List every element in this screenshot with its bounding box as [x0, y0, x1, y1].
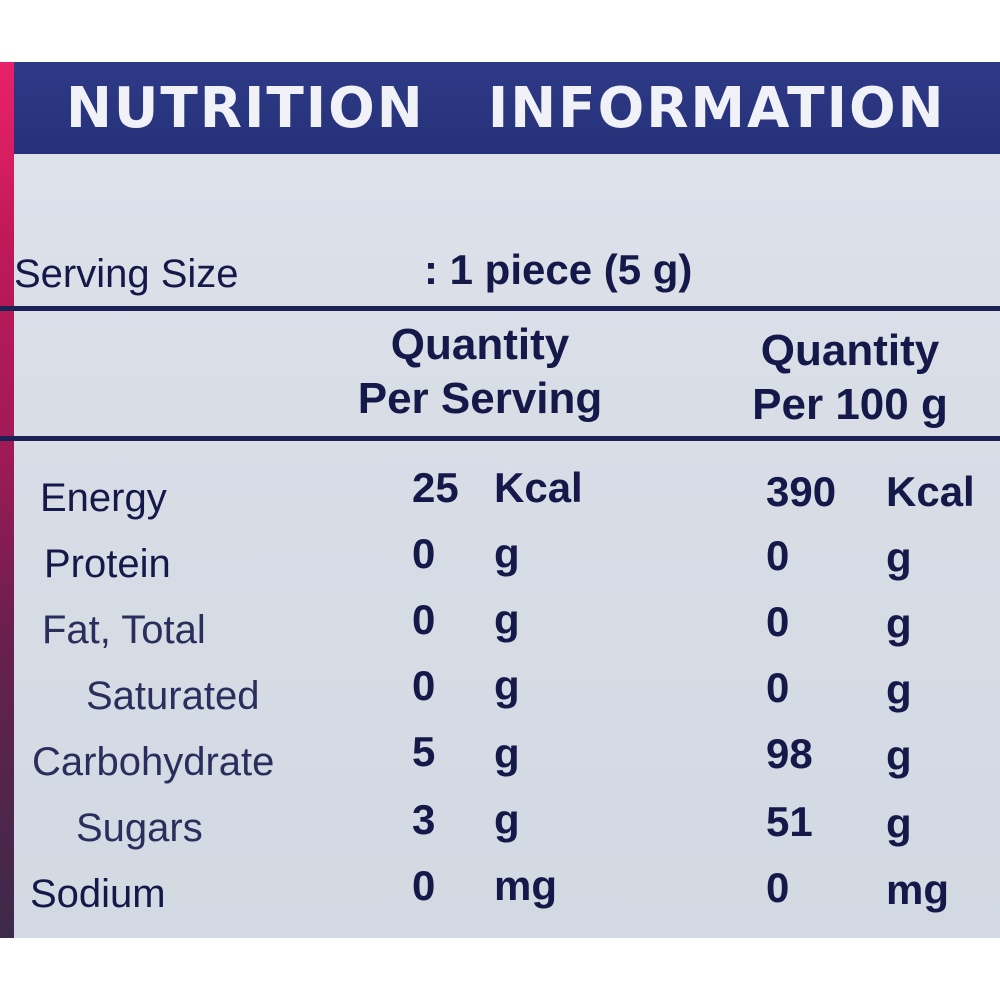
- row-label: Energy: [40, 476, 167, 520]
- per100-unit: mg: [886, 866, 949, 913]
- per100-unit: g: [886, 666, 912, 713]
- per-100g-header-line2: Per 100 g: [752, 380, 948, 429]
- per100-value: 0: [766, 664, 790, 711]
- header-divider: [0, 436, 1000, 441]
- row-label: Saturated: [86, 674, 260, 718]
- serving-value: 0: [412, 596, 436, 643]
- row-label: Protein: [44, 542, 171, 586]
- serving-value: 3: [412, 796, 436, 843]
- serving-unit: g: [494, 662, 520, 709]
- per100-unit: Kcal: [886, 468, 975, 515]
- serving-unit: Kcal: [494, 464, 583, 511]
- per-100g-header-line1: Quantity: [760, 326, 940, 375]
- package-edge: [0, 62, 14, 938]
- serving-unit: g: [494, 796, 520, 843]
- per100-value: 0: [766, 864, 790, 911]
- header-band: NUTRITION INFORMATION: [0, 62, 1000, 154]
- serving-value: 5: [412, 728, 436, 775]
- per100-value: 390: [766, 468, 837, 515]
- per100-value: 0: [766, 598, 790, 645]
- serving-unit: g: [494, 730, 520, 777]
- per100-unit: g: [886, 600, 912, 647]
- per100-unit: g: [886, 732, 912, 779]
- serving-value: 25: [412, 464, 459, 511]
- row-label: Carbohydrate: [32, 740, 275, 784]
- nutrition-label-photo: NUTRITION INFORMATION Serving Size : 1 p…: [0, 62, 1000, 938]
- serving-size-value: : 1 piece (5 g): [424, 246, 693, 293]
- serving-value: 0: [412, 862, 436, 909]
- per100-value: 0: [766, 532, 790, 579]
- serving-unit: g: [494, 596, 520, 643]
- serving-value: 0: [412, 662, 436, 709]
- per-serving-header: Quantity Per Serving: [330, 318, 630, 426]
- row-label: Sugars: [76, 806, 203, 850]
- per-serving-header-line2: Per Serving: [357, 374, 603, 423]
- serving-divider: [0, 306, 1000, 311]
- serving-value: 0: [412, 530, 436, 577]
- per100-value: 51: [766, 798, 813, 845]
- nutrition-title: NUTRITION INFORMATION: [66, 76, 946, 141]
- row-label: Fat, Total: [42, 608, 206, 652]
- per-serving-header-line1: Quantity: [390, 320, 570, 369]
- per100-unit: g: [886, 534, 912, 581]
- serving-unit: g: [494, 530, 520, 577]
- serving-size-label: Serving Size: [14, 252, 239, 296]
- serving-unit: mg: [494, 862, 557, 909]
- row-label: Sodium: [30, 872, 166, 916]
- per-100g-header: Quantity Per 100 g: [720, 324, 980, 432]
- per100-unit: g: [886, 800, 912, 847]
- per100-value: 98: [766, 730, 813, 777]
